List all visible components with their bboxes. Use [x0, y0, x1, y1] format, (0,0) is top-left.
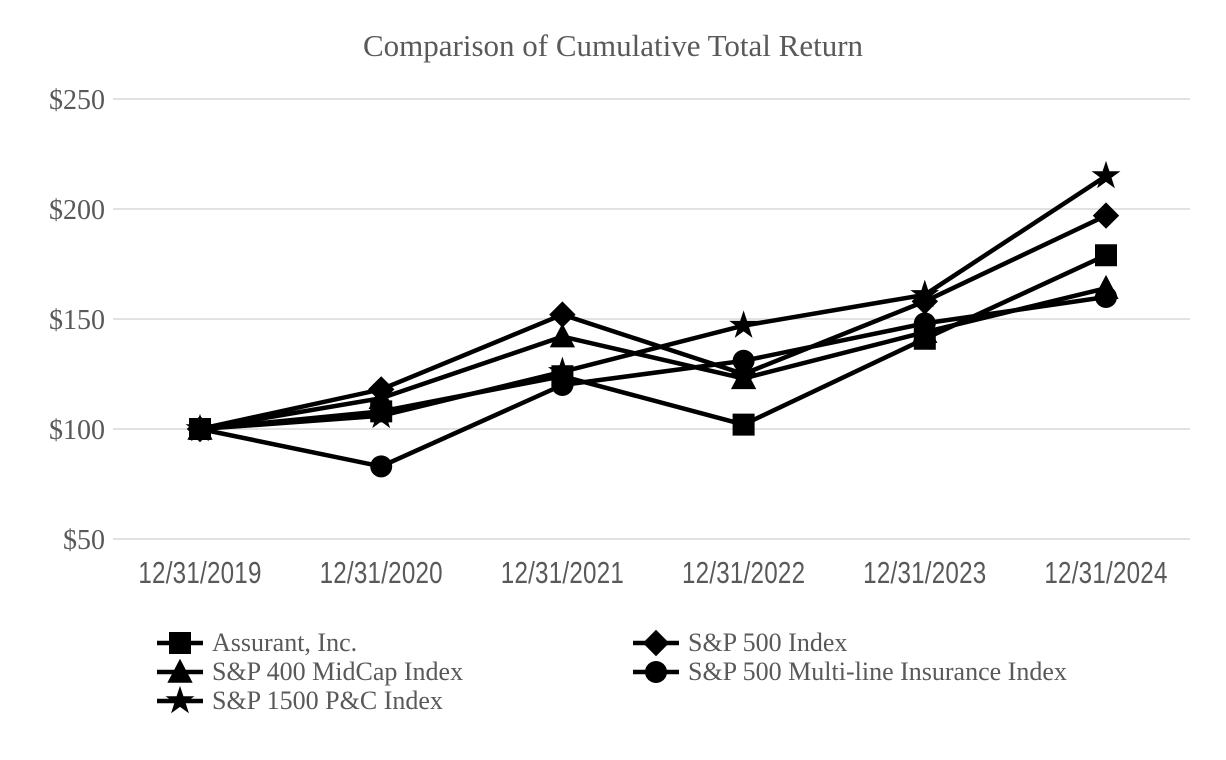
x-axis-tick-label: 12/31/2022 — [682, 555, 805, 590]
marker-triangle-icon — [549, 323, 576, 348]
legend-label: S&P 1500 P&C Index — [212, 685, 443, 715]
marker-circle-icon — [370, 455, 393, 478]
legend-item-s-p-400-midcap-index: S&P 400 MidCap Index — [157, 657, 463, 686]
marker-square-icon — [1095, 244, 1117, 267]
legend-marker — [633, 629, 679, 656]
x-axis-tick-label: 12/31/2021 — [501, 555, 624, 590]
marker-diamond-icon — [911, 288, 938, 315]
chart-legend-left-column: Assurant, Inc. S&P 400 MidCap Index S&P 15… — [157, 628, 463, 715]
marker-star-icon — [366, 400, 396, 429]
marker-diamond-icon — [549, 301, 576, 328]
y-axis-tick-label: $200 — [49, 195, 105, 226]
chart-title: Comparison of Cumulative Total Return — [362, 28, 864, 63]
chart-legend-right-column: S&P 500 Index S&P 500 Multi-line Insuranc… — [633, 628, 1067, 686]
legend-label: S&P 500 Index — [688, 627, 848, 657]
series-line — [199, 294, 1107, 469]
marker-star-icon — [1091, 160, 1121, 189]
y-axis-tick-label: $100 — [49, 415, 105, 446]
legend-item-s-p-1500-p-c-index: S&P 1500 P&C Index — [157, 685, 463, 715]
legend-marker — [157, 685, 203, 713]
marker-square-icon — [732, 413, 755, 436]
marker-circle-icon — [645, 660, 667, 683]
legend-marker — [157, 631, 203, 654]
legend-label: Assurant, Inc. — [212, 627, 358, 657]
legend-label: S&P 500 Multi-line Insurance Index — [688, 656, 1067, 686]
series-s-p-500-multi-line-insurance-index — [189, 286, 1117, 478]
marker-diamond-icon — [1092, 202, 1120, 229]
legend-marker — [157, 658, 203, 683]
legend-item-s-p-500-index: S&P 500 Index — [633, 628, 1067, 657]
x-axis-tick-label: 12/31/2023 — [863, 555, 986, 590]
series-line — [199, 286, 1107, 432]
legend-item-s-p-500-multi-line-insurance-index: S&P 500 Multi-line Insurance Index — [633, 657, 1067, 686]
y-axis-tick-label: $150 — [49, 305, 105, 336]
marker-diamond-icon — [642, 629, 670, 656]
marker-triangle-icon — [730, 365, 757, 390]
marker-triangle-icon — [368, 384, 394, 409]
series-line — [199, 174, 1108, 432]
x-axis-tick-label: 12/31/2020 — [320, 555, 443, 590]
marker-circle-icon — [913, 312, 936, 335]
legend-item-assurant-inc: Assurant, Inc. — [157, 628, 463, 657]
x-axis-tick-label: 12/31/2024 — [1044, 555, 1167, 590]
marker-circle-icon — [732, 349, 755, 372]
marker-star-icon — [547, 356, 577, 385]
marker-star-icon — [165, 685, 195, 713]
legend-marker — [633, 660, 679, 683]
marker-star-icon — [729, 310, 759, 338]
legend-label: S&P 400 MidCap Index — [212, 656, 464, 686]
series-s-p-1500-p-c-index — [185, 160, 1121, 442]
marker-square-icon — [169, 631, 191, 654]
marker-triangle-icon — [167, 658, 193, 683]
x-axis-tick-label: 12/31/2019 — [138, 555, 261, 590]
series-line — [199, 213, 1107, 432]
marker-star-icon — [910, 279, 940, 308]
marker-star-icon — [185, 413, 215, 442]
y-axis-tick-label: $50 — [63, 525, 105, 556]
marker-circle-icon — [1095, 286, 1117, 308]
y-axis-tick-label: $250 — [49, 85, 105, 116]
